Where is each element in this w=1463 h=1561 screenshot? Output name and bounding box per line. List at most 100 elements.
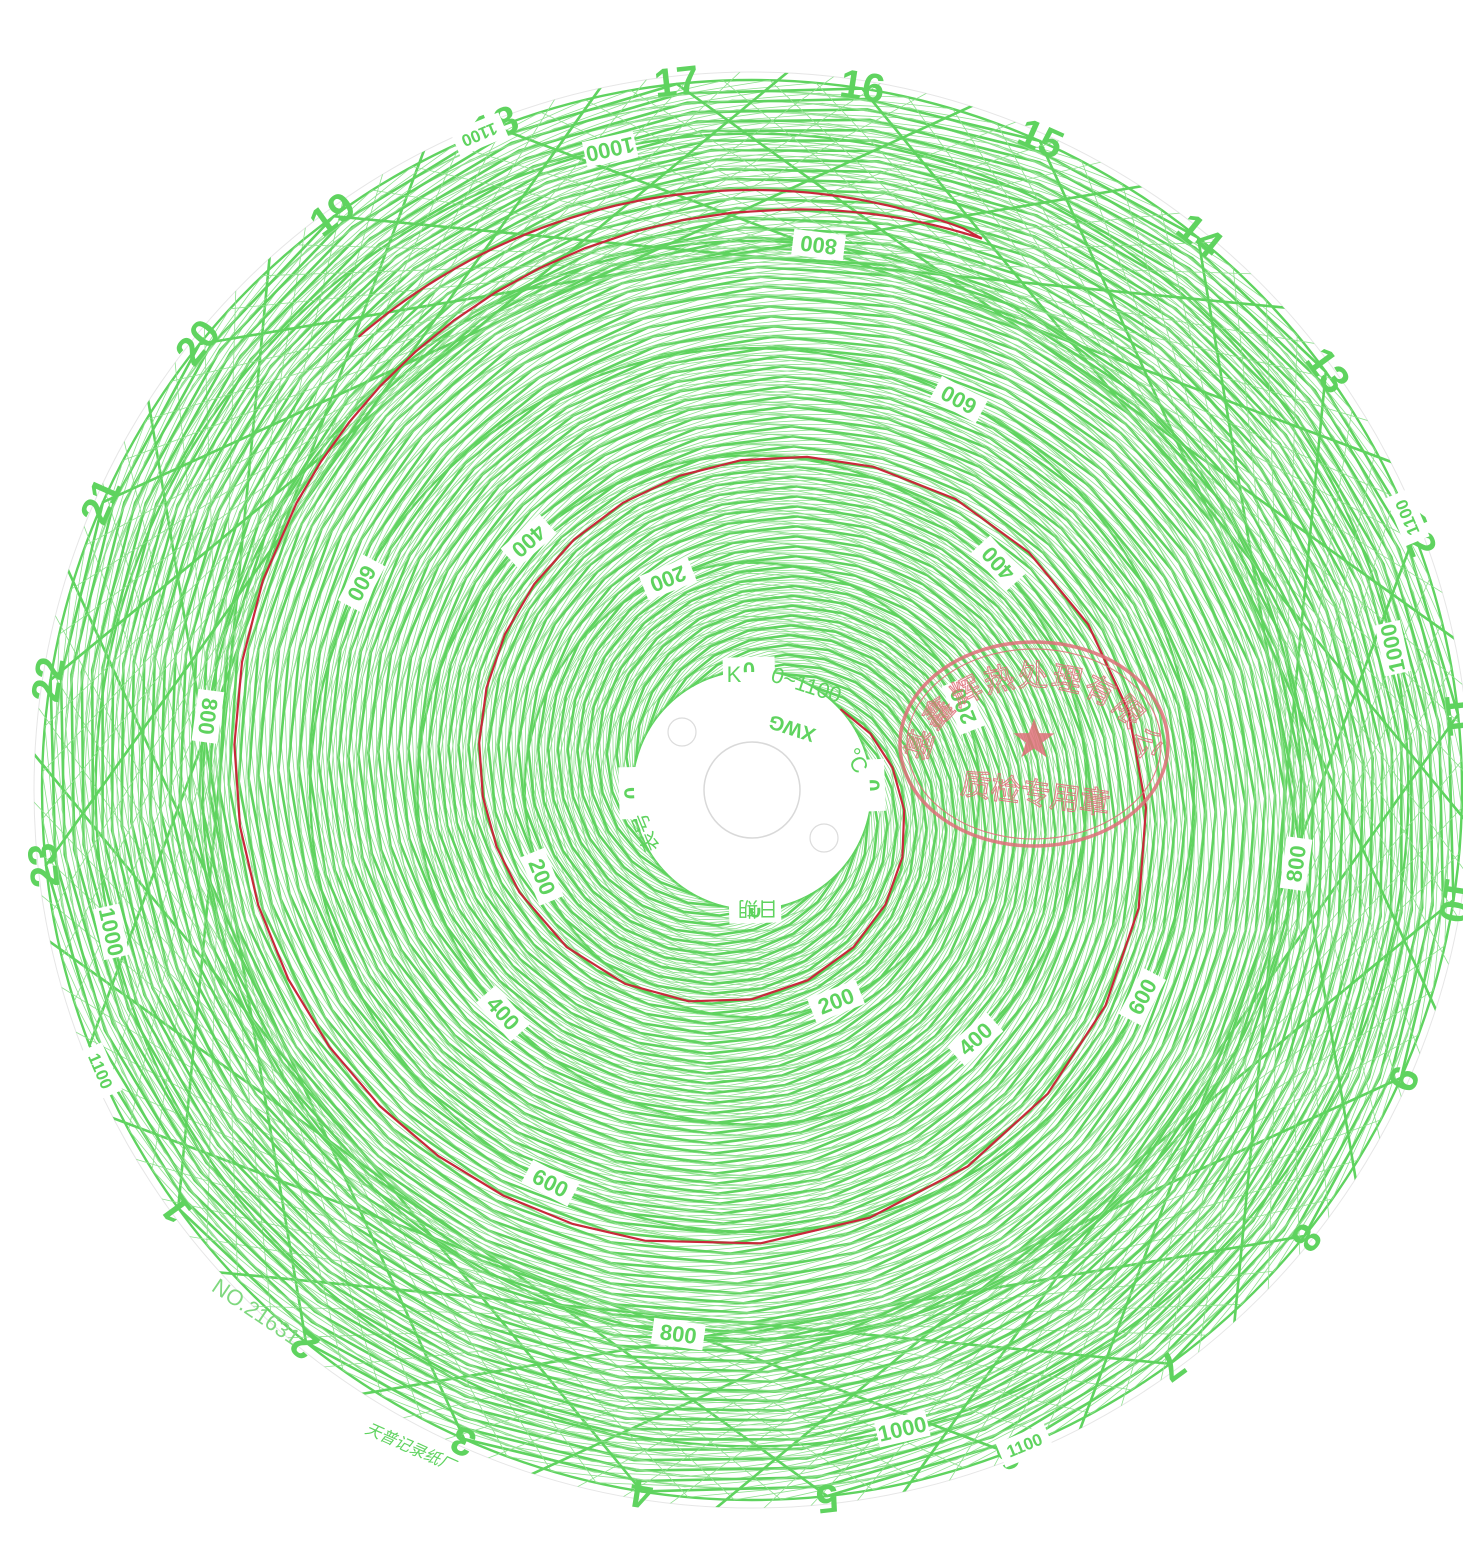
hour-arc: [168, 148, 1455, 1508]
quarter-hour-arc: [192, 170, 1433, 1341]
hour-arc: [149, 128, 1416, 1498]
quarter-hour-arc: [34, 197, 1404, 1500]
quarter-hour-arc: [120, 99, 1447, 1363]
quarter-hour-arc: [117, 178, 1424, 1391]
quarter-hour-arc: [140, 118, 1353, 1425]
hour-arc: [90, 126, 1460, 1393]
quarter-hour-arc: [146, 123, 1397, 1476]
quarter-hour-arc: [81, 166, 1414, 1400]
quarter-hour-arc: [81, 220, 1383, 1481]
scale-label-bg: [191, 688, 225, 744]
quarter-hour-arc: [201, 230, 1372, 1471]
minor-ring: [535, 573, 969, 1007]
scale-label: 800: [193, 696, 223, 736]
quarter-hour-arc: [57, 217, 1384, 1481]
minor-ring: [223, 261, 1281, 1319]
thermocouple-type: K: [727, 662, 742, 687]
scale-label-bg: [1374, 619, 1412, 677]
quarter-hour-arc: [44, 72, 1337, 1437]
quarter-hour-arc: [34, 200, 1403, 1501]
quarter-hour-arc: [105, 82, 1463, 1375]
minor-ring: [116, 154, 1388, 1426]
hour-label: 16: [837, 61, 888, 111]
quarter-hour-arc: [75, 244, 1325, 1406]
quarter-hour-arc: [162, 139, 1463, 1508]
quarter-hour-arc: [128, 128, 1362, 1461]
minor-ring: [320, 358, 1184, 1222]
quarter-hour-arc: [189, 168, 1433, 1375]
hour-label: 17: [652, 58, 701, 106]
major-ring: [523, 561, 981, 1019]
scale-label-bg: [337, 554, 386, 613]
center-hub: K 0~1100 °C XWG 表号 日期: [627, 662, 874, 921]
quarter-hour-arc: [101, 79, 1463, 1380]
hour-label: 11: [1436, 691, 1463, 738]
quarter-hour-arc: [54, 72, 1327, 1426]
hour-arc: [129, 108, 1369, 1354]
minor-ring: [438, 476, 1066, 1104]
hour-arc: [139, 118, 1328, 1395]
quarter-hour-arc: [41, 72, 1342, 1441]
quarter-hour-arc: [61, 95, 1325, 1422]
hour-arc: [44, 187, 1414, 1454]
hour-arc: [70, 173, 1316, 1413]
scale-label-bg: [581, 130, 639, 168]
hour-arc: [88, 82, 1355, 1452]
hour-arc: [176, 185, 1365, 1462]
scale-label-bg: [500, 513, 557, 569]
quarter-hour-arc: [85, 145, 1438, 1396]
hour-arc: [188, 167, 1434, 1407]
quarter-hour-arc: [130, 109, 1337, 1353]
minor-ring: [470, 508, 1034, 1072]
scale-label-bg: [970, 535, 1026, 592]
scale-label-bg: [639, 557, 697, 601]
drive-pin-hole: [809, 823, 839, 853]
major-ring: [94, 132, 1410, 1448]
quarter-hour-arc: [110, 89, 1463, 1373]
hour-arc: [49, 72, 1336, 1432]
quarter-hour-arc: [169, 148, 1453, 1508]
quarter-hour-arc: [179, 158, 1443, 1485]
scale-label-bg: [874, 1410, 931, 1448]
quarter-hour-arc: [172, 149, 1453, 1508]
quarter-hour-arc: [71, 205, 1315, 1412]
drive-pin-hole: [667, 717, 697, 747]
major-ring: [308, 346, 1196, 1234]
hour-arc: [147, 177, 1424, 1366]
scale-label-bg: [450, 112, 509, 157]
scale-label: 800: [658, 1319, 698, 1349]
major-ring: [416, 454, 1088, 1126]
hour-arc: [36, 216, 1384, 1483]
quarter-hour-arc: [64, 145, 1316, 1416]
quarter-hour-arc: [111, 89, 1463, 1370]
quarter-hour-arc: [167, 227, 1374, 1471]
quarter-hour-arc: [71, 239, 1312, 1410]
minor-ring: [288, 326, 1216, 1254]
scale-label-bg: [947, 1011, 1004, 1067]
scale-label-bg: [791, 228, 846, 262]
quarter-hour-arc: [61, 119, 1322, 1421]
quarter-hour-arc: [116, 92, 1463, 1365]
scale-label-bg: [941, 677, 985, 735]
hour-arc: [110, 87, 1463, 1374]
scale-label: 800: [799, 230, 838, 259]
minor-ring: [599, 637, 905, 943]
hour-label: 23: [20, 841, 68, 890]
quarter-hour-arc: [136, 113, 1298, 1363]
scale-label-bg: [77, 1042, 123, 1101]
minor-ring: [191, 229, 1313, 1351]
scale-label-bg: [1385, 488, 1430, 547]
minor-ring: [427, 465, 1077, 1115]
hour-arc: [34, 206, 1394, 1493]
major-ring: [201, 239, 1303, 1341]
quarter-hour-arc: [182, 159, 1443, 1461]
hour-arc: [178, 158, 1445, 1506]
minor-ring: [138, 176, 1366, 1404]
scale-label-bg: [995, 1423, 1054, 1468]
time-arcs: [34, 72, 1463, 1508]
quarter-hour-arc: [34, 210, 1393, 1491]
quarter-hour-arc: [51, 72, 1332, 1431]
quarter-hour-arc: [42, 72, 1345, 1442]
quarter-hour-arc: [126, 102, 1397, 1354]
major-ring: [40, 78, 1463, 1502]
